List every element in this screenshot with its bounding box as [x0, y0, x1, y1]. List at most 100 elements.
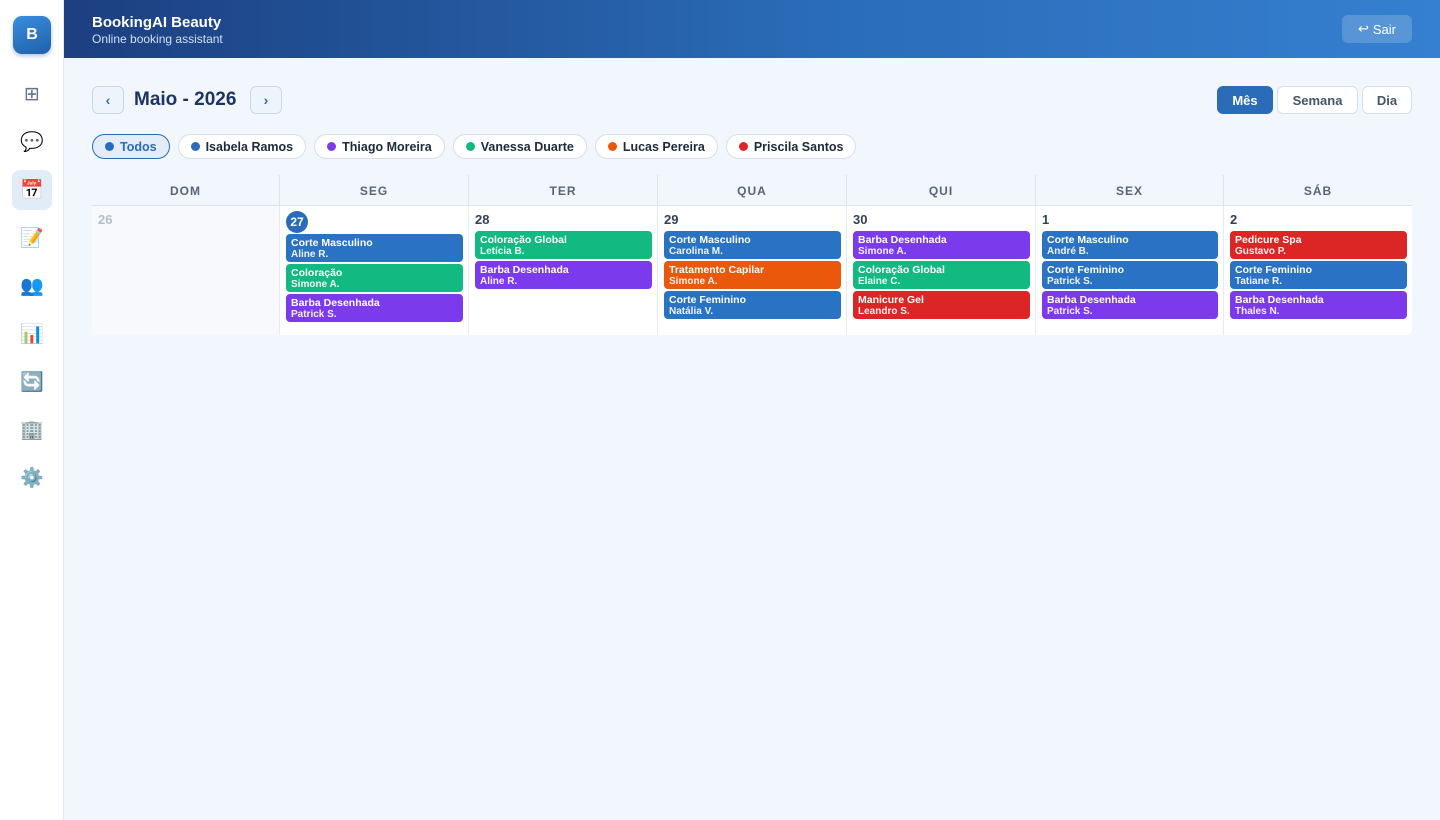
event-service: Barba Desenhada: [1235, 294, 1324, 306]
appointment-event[interactable]: Coloração Global Elaine C.: [853, 261, 1030, 289]
weekday-label: TER: [469, 175, 658, 206]
event-service: Corte Feminino: [669, 294, 747, 306]
day-cell[interactable]: 26: [92, 206, 280, 335]
event-service: Corte Feminino: [1047, 264, 1125, 276]
sidebar: B ⊞ 💬 📅 📝 👥 📊 🔄 🏢 ⚙️: [0, 0, 64, 820]
appointment-event[interactable]: Corte Feminino Natália V.: [664, 291, 841, 319]
event-service: Manicure Gel: [858, 294, 924, 306]
chat-icon: 💬: [20, 132, 44, 153]
event-client: Patrick S.: [291, 309, 337, 320]
view-week-button[interactable]: Semana: [1277, 86, 1358, 114]
event-service: Barba Desenhada: [1047, 294, 1136, 306]
color-dot-icon: [607, 142, 617, 151]
notes-icon: 📝: [20, 228, 44, 249]
weekday-label: SÁB: [1303, 183, 1333, 198]
month-calendar: DOM SEG TER QUA QUI SEX SÁB 26 27 Corte Masculin…: [92, 175, 1412, 335]
sync-icon: 🔄: [20, 372, 44, 393]
event-client: Gustavo P.: [1235, 246, 1286, 257]
event-service: Coloração Global: [858, 264, 945, 276]
logout-label: Sair: [1372, 21, 1396, 37]
day-number: 29: [664, 212, 679, 227]
appointment-event[interactable]: Barba Desenhada Patrick S.: [286, 294, 463, 322]
filter-chip-label: Priscila Santos: [753, 139, 844, 154]
color-dot-icon: [327, 142, 337, 151]
day-number: 1: [1042, 212, 1050, 227]
event-client: Patrick S.: [1047, 276, 1093, 287]
day-number: 30: [853, 212, 868, 227]
weekday-header: DOM SEG TER QUA QUI SEX SÁB: [92, 175, 1412, 206]
view-month-button[interactable]: Mês: [1217, 86, 1273, 114]
day-cell[interactable]: 1 Corte Masculino André B. Corte Feminino Pa…: [1036, 206, 1224, 335]
event-service: Barba Desenhada: [858, 234, 947, 246]
sidebar-item-notes[interactable]: 📝: [12, 218, 52, 258]
settings-icon: ⚙️: [20, 468, 44, 489]
event-client: Aline R.: [480, 276, 518, 287]
sidebar-item-sync[interactable]: 🔄: [12, 362, 52, 402]
appointment-event[interactable]: Pedicure Spa Gustavo P.: [1230, 231, 1407, 259]
app-subtitle: Online booking assistant: [92, 32, 223, 46]
color-dot-icon: [465, 142, 475, 151]
sidebar-item-reports[interactable]: 📊: [12, 314, 52, 354]
filter-chip[interactable]: Todos: [92, 134, 170, 159]
dashboard-icon: ⊞: [24, 83, 40, 105]
filter-chip[interactable]: Vanessa Duarte: [452, 134, 587, 159]
top-header: BookingAI Beauty Online booking assistan…: [64, 0, 1440, 58]
prev-month-button[interactable]: ‹: [92, 86, 124, 114]
event-service: Corte Masculino: [1047, 234, 1129, 246]
day-number: 28: [475, 212, 490, 227]
view-day-button[interactable]: Dia: [1362, 86, 1412, 114]
event-client: Letícia B.: [480, 246, 525, 257]
filter-chip-label: Vanessa Duarte: [480, 139, 574, 154]
event-service: Corte Feminino: [1235, 264, 1313, 276]
day-cell[interactable]: 30 Barba Desenhada Simone A. Coloração Glob…: [847, 206, 1036, 335]
event-service: Corte Masculino: [669, 234, 751, 246]
sidebar-item-dashboard[interactable]: ⊞: [12, 74, 52, 114]
event-client: Elaine C.: [858, 276, 901, 287]
clients-icon: 👥: [20, 276, 44, 297]
filter-chip[interactable]: Lucas Pereira: [594, 134, 718, 159]
event-client: Natália V.: [669, 306, 714, 317]
appointment-event[interactable]: Coloração Global Letícia B.: [475, 231, 652, 259]
appointment-event[interactable]: Barba Desenhada Patrick S.: [1042, 291, 1218, 319]
appointment-event[interactable]: Coloração Simone A.: [286, 264, 463, 292]
appointment-event[interactable]: Barba Desenhada Thales N.: [1230, 291, 1407, 319]
appointment-event[interactable]: Corte Masculino Aline R.: [286, 234, 463, 262]
appointment-event[interactable]: Barba Desenhada Simone A.: [853, 231, 1030, 259]
day-cell[interactable]: 28 Coloração Global Letícia B. Barba Desenh…: [469, 206, 658, 335]
business-icon: 🏢: [20, 420, 44, 441]
day-number: 26: [98, 212, 113, 227]
event-service: Tratamento Capilar: [669, 264, 765, 276]
appointment-event[interactable]: Tratamento Capilar Simone A.: [664, 261, 841, 289]
appointment-event[interactable]: Manicure Gel Leandro S.: [853, 291, 1030, 319]
sidebar-item-clients[interactable]: 👥: [12, 266, 52, 306]
sidebar-item-business[interactable]: 🏢: [12, 410, 52, 450]
event-service: Coloração: [291, 267, 343, 279]
next-month-button[interactable]: ›: [250, 86, 282, 114]
day-cell[interactable]: 29 Corte Masculino Carolina M. Tratamento C…: [658, 206, 847, 335]
day-cell[interactable]: 2 Pedicure Spa Gustavo P. Corte Feminino Tat…: [1224, 206, 1412, 335]
sidebar-item-calendar[interactable]: 📅: [12, 170, 52, 210]
sidebar-item-settings[interactable]: ⚙️: [12, 458, 52, 498]
event-client: Thales N.: [1235, 306, 1280, 317]
app-title: BookingAI Beauty: [92, 14, 222, 31]
filter-chip[interactable]: Thiago Moreira: [314, 134, 445, 159]
appointment-event[interactable]: Corte Masculino André B.: [1042, 231, 1218, 259]
sidebar-item-chat[interactable]: 💬: [12, 122, 52, 162]
appointment-event[interactable]: Corte Masculino Carolina M.: [664, 231, 841, 259]
reports-icon: 📊: [20, 324, 44, 345]
logout-button[interactable]: ↩ Sair: [1341, 15, 1412, 43]
filter-chip[interactable]: Priscila Santos: [725, 134, 857, 159]
appointment-event[interactable]: Barba Desenhada Aline R.: [475, 261, 652, 289]
filter-chip[interactable]: Isabela Ramos: [177, 134, 307, 159]
app-logo[interactable]: B: [13, 16, 51, 54]
event-client: Carolina M.: [669, 246, 723, 257]
event-service: Corte Masculino: [291, 237, 373, 249]
today-day-number: 27: [286, 211, 308, 233]
event-service: Pedicure Spa: [1235, 234, 1302, 246]
appointment-event[interactable]: Corte Feminino Tatiane R.: [1230, 261, 1407, 289]
filter-chip-label: Isabela Ramos: [205, 139, 294, 154]
event-service: Barba Desenhada: [480, 264, 569, 276]
day-cell[interactable]: 27 Corte Masculino Aline R. Coloração Simone…: [280, 206, 469, 335]
logout-icon: ↩: [1357, 21, 1369, 36]
appointment-event[interactable]: Corte Feminino Patrick S.: [1042, 261, 1218, 289]
